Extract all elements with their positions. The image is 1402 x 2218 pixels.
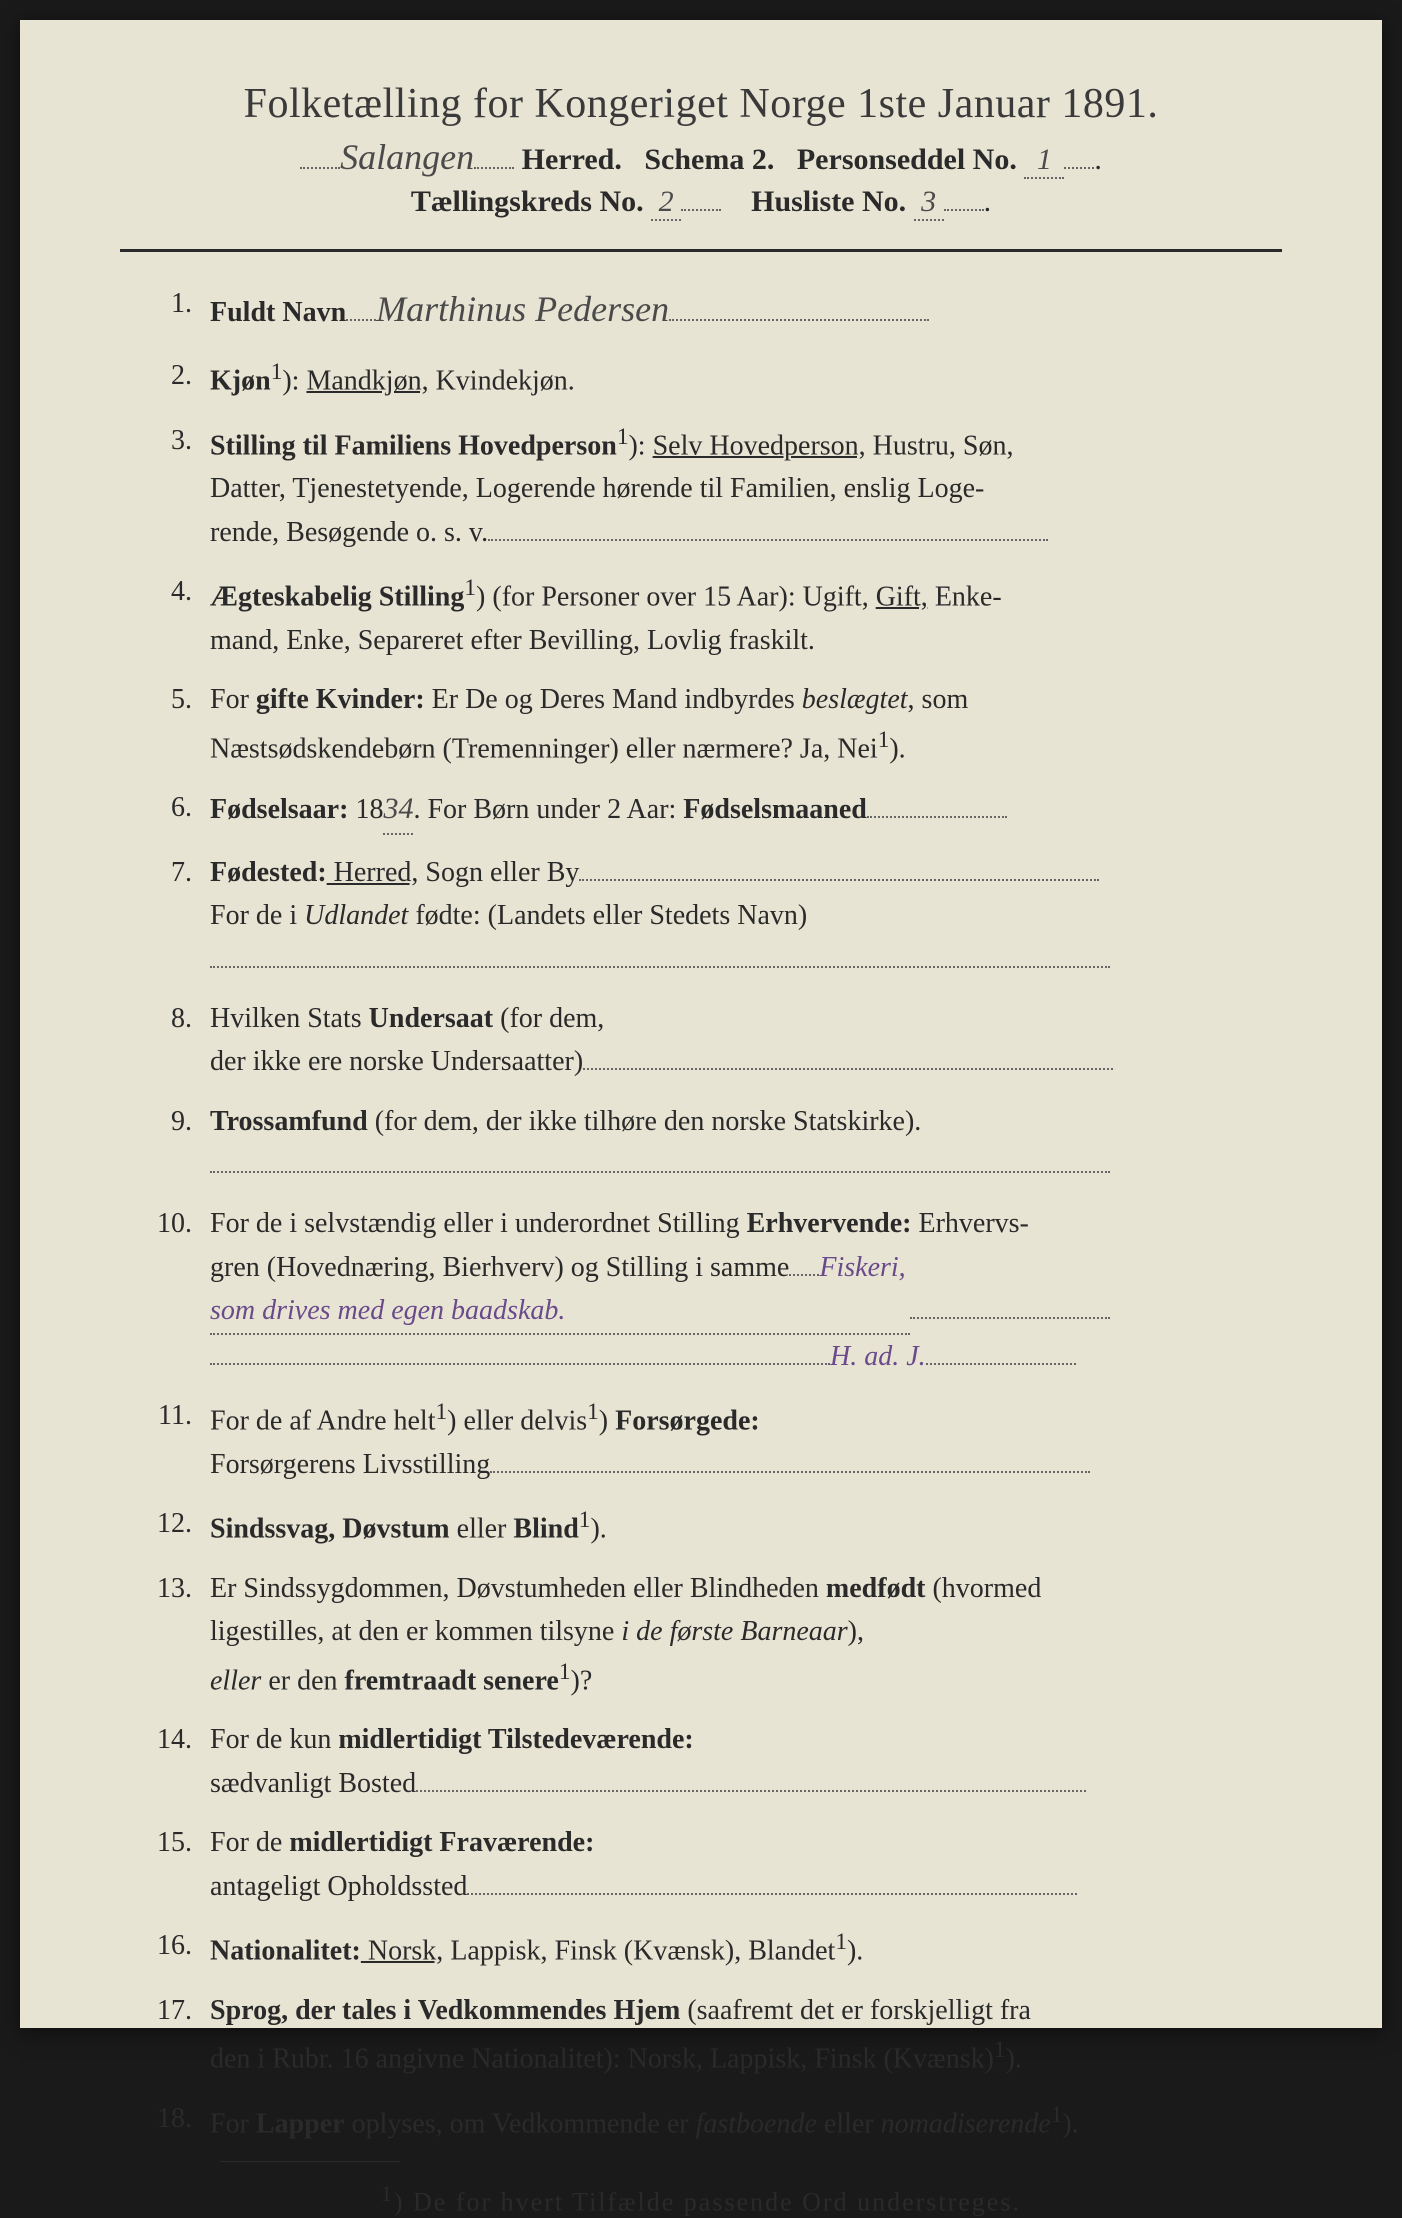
option-gift: Gift, <box>876 581 928 612</box>
item-12: 12. Sindssvag, Døvstum eller Blind1). <box>150 1502 1282 1551</box>
taellingskreds-label: Tællingskreds No. <box>411 185 644 218</box>
item-13: 13. Er Sindssygdommen, Døvstumheden elle… <box>150 1567 1282 1703</box>
item-label: Erhvervende: <box>747 1208 912 1239</box>
item-3: 3. Stilling til Familiens Hovedperson1):… <box>150 419 1282 555</box>
item-num: 14. <box>150 1718 210 1805</box>
item-label: Fuldt Navn <box>210 297 346 328</box>
item-16: 16. Nationalitet: Norsk, Lappisk, Finsk … <box>150 1924 1282 1973</box>
option-norsk: Norsk, <box>361 1935 443 1966</box>
item-6: 6. Fødselsaar: 1834. For Børn under 2 Aa… <box>150 786 1282 835</box>
occupation-handwritten-2: som drives med egen baadskab. <box>210 1289 910 1334</box>
item-label: gifte Kvinder: <box>256 684 425 715</box>
footnote-ref: 1 <box>835 1929 847 1955</box>
item-label: Fødselsaar: <box>210 794 348 825</box>
item-label: Lapper <box>256 2108 345 2139</box>
birthyear-handwritten: 34 <box>383 786 413 835</box>
footnote-text: ) De for hvert Tilfælde passende Ord und… <box>394 2188 1021 2217</box>
item-label: Sindssvag, Døvstum <box>210 1513 450 1544</box>
divider <box>120 249 1282 252</box>
husliste-label: Husliste No. <box>751 185 906 218</box>
item-num: 7. <box>150 851 210 981</box>
footnote-sup: 1 <box>381 2182 394 2206</box>
item-5: 5. For gifte Kvinder: Er De og Deres Man… <box>150 678 1282 770</box>
footnote-ref: 1 <box>436 1399 448 1425</box>
item-num: 12. <box>150 1502 210 1551</box>
footnote: 1) De for hvert Tilfælde passende Ord un… <box>120 2182 1282 2218</box>
item-num: 13. <box>150 1567 210 1703</box>
item-num: 5. <box>150 678 210 770</box>
item-num: 15. <box>150 1821 210 1908</box>
footnote-ref: 1 <box>464 575 476 601</box>
personseddel-label: Personseddel No. <box>797 143 1017 176</box>
item-label: Ægteskabelig Stilling <box>210 581 464 612</box>
item-label: Fødested: <box>210 857 327 888</box>
item-num: 3. <box>150 419 210 555</box>
item-num: 10. <box>150 1202 210 1378</box>
item-label: medfødt <box>826 1573 926 1604</box>
footnote-ref: 1 <box>1051 2102 1063 2128</box>
schema-label: Schema 2. <box>644 143 774 176</box>
occupation-handwritten-3: H. ad. J. <box>830 1341 926 1372</box>
item-num: 9. <box>150 1100 210 1187</box>
item-num: 11. <box>150 1394 210 1486</box>
item-14: 14. For de kun midlertidigt Tilstedevære… <box>150 1718 1282 1805</box>
item-9: 9. Trossamfund (for dem, der ikke tilhør… <box>150 1100 1282 1187</box>
subtitle-row-2: Tællingskreds No. 2 Husliste No. 3. <box>120 185 1282 221</box>
item-label: Trossamfund <box>210 1106 368 1137</box>
footnote-ref: 1 <box>579 1507 591 1533</box>
item-17: 17. Sprog, der tales i Vedkommendes Hjem… <box>150 1989 1282 2081</box>
item-label: Nationalitet: <box>210 1935 361 1966</box>
taellingskreds-no: 2 <box>651 185 681 221</box>
item-num: 18. <box>150 2097 210 2146</box>
item-7: 7. Fødested: Herred, Sogn eller By For d… <box>150 851 1282 981</box>
item-label: Stilling til Familiens Hovedperson <box>210 430 617 461</box>
herred-label: Herred. <box>522 143 622 176</box>
item-10: 10. For de i selvstændig eller i underor… <box>150 1202 1282 1378</box>
item-label: Kjøn <box>210 365 271 396</box>
option-selv-hovedperson: Selv Hovedperson, <box>653 430 866 461</box>
item-4: 4. Ægteskabelig Stilling1) (for Personer… <box>150 570 1282 662</box>
item-label: Forsørgede: <box>615 1405 760 1436</box>
item-num: 2. <box>150 354 210 403</box>
option-herred: Herred, <box>327 857 419 888</box>
item-num: 6. <box>150 786 210 835</box>
item-label: Undersaat <box>369 1003 493 1034</box>
item-11: 11. For de af Andre helt1) eller delvis1… <box>150 1394 1282 1486</box>
option-kvindekjon: Kvindekjøn. <box>436 365 575 396</box>
item-num: 16. <box>150 1924 210 1973</box>
item-num: 17. <box>150 1989 210 2081</box>
item-8: 8. Hvilken Stats Undersaat (for dem, der… <box>150 997 1282 1084</box>
item-label: midlertidigt Fraværende: <box>289 1827 594 1858</box>
husliste-no: 3 <box>914 185 944 221</box>
footnote-ref: 1 <box>271 359 283 385</box>
form-items: 1. Fuldt NavnMarthinus Pedersen 2. Kjøn1… <box>120 282 1282 2145</box>
footnote-divider <box>220 2161 400 2162</box>
footnote-ref: 1 <box>878 727 890 753</box>
footnote-ref: 1 <box>994 2037 1006 2063</box>
option-mandkjon: Mandkjøn, <box>306 365 428 396</box>
item-num: 8. <box>150 997 210 1084</box>
herred-handwritten: Salangen <box>340 137 474 177</box>
item-num: 4. <box>150 570 210 662</box>
footnote-ref: 1 <box>617 424 629 450</box>
item-15: 15. For de midlertidigt Fraværende: anta… <box>150 1821 1282 1908</box>
footnote-ref: 1 <box>587 1399 599 1425</box>
item-2: 2. Kjøn1): Mandkjøn, Kvindekjøn. <box>150 354 1282 403</box>
occupation-handwritten-1: Fiskeri, <box>819 1252 905 1283</box>
personseddel-no: 1 <box>1024 143 1064 179</box>
census-form-page: Folketælling for Kongeriget Norge 1ste J… <box>20 20 1382 2028</box>
item-label: midlertidigt Tilstedeværende: <box>338 1724 693 1755</box>
subtitle-row-1: Salangen Herred. Schema 2. Personseddel … <box>120 136 1282 179</box>
item-num: 1. <box>150 282 210 338</box>
footnote-ref: 1 <box>559 1659 571 1685</box>
form-title: Folketælling for Kongeriget Norge 1ste J… <box>120 80 1282 128</box>
fullname-handwritten: Marthinus Pedersen <box>376 289 669 329</box>
item-label: Sprog, der tales i Vedkommendes Hjem <box>210 1995 680 2026</box>
item-1: 1. Fuldt Navn Marthinus Pedersen <box>150 282 1282 338</box>
item-18: 18. For Lapper oplyses, om Vedkommende e… <box>150 2097 1282 2146</box>
